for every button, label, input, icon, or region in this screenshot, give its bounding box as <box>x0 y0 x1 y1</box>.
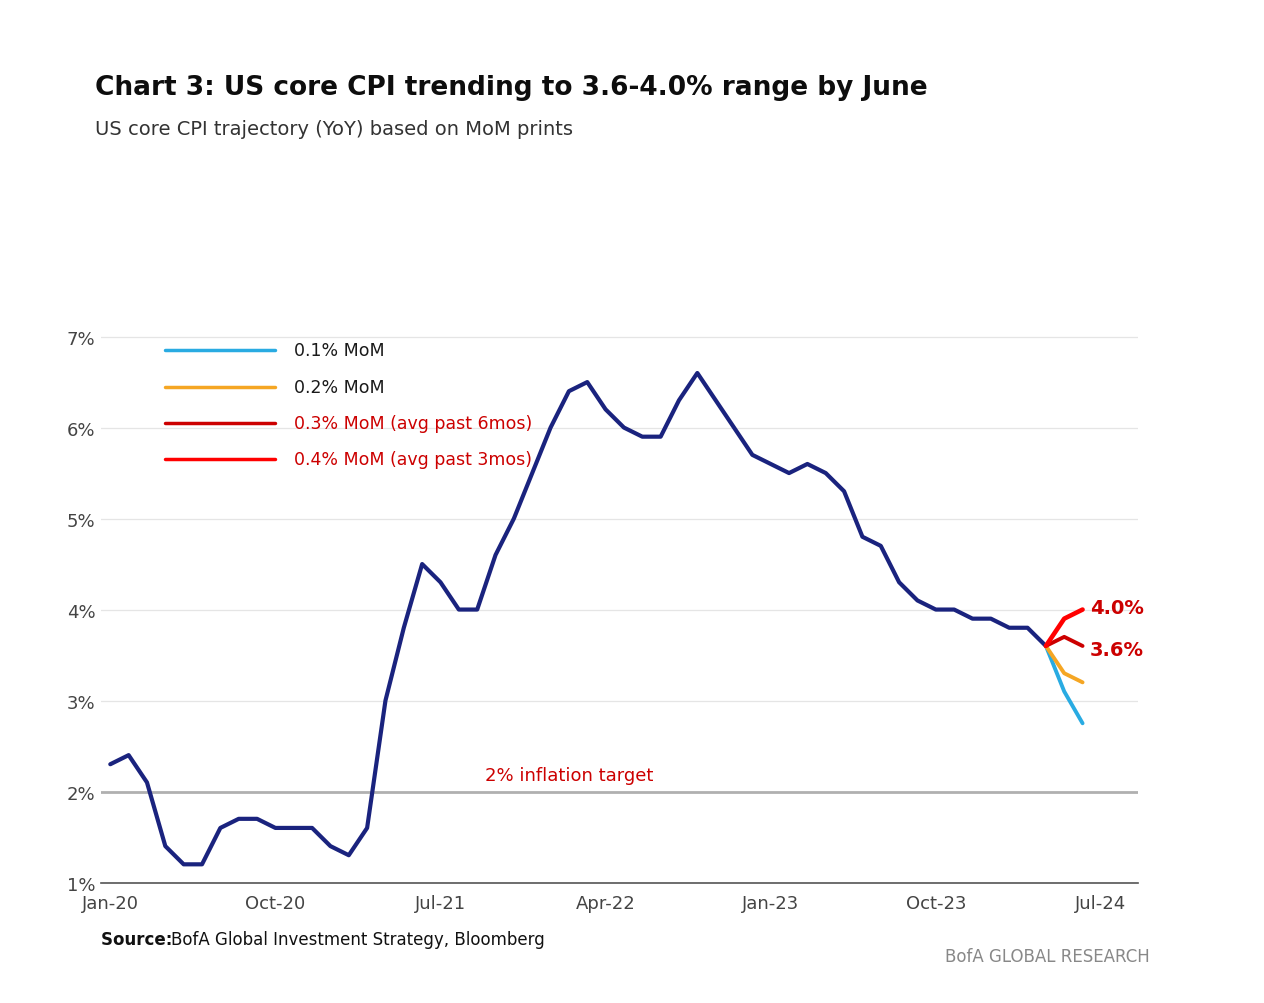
Text: US core CPI trajectory (YoY) based on MoM prints: US core CPI trajectory (YoY) based on Mo… <box>95 120 573 139</box>
Text: BofA Global Investment Strategy, Bloomberg: BofA Global Investment Strategy, Bloombe… <box>171 930 545 948</box>
Text: Chart 3: US core CPI trending to 3.6-4.0% range by June: Chart 3: US core CPI trending to 3.6-4.0… <box>95 75 928 101</box>
Text: 0.4% MoM (avg past 3mos): 0.4% MoM (avg past 3mos) <box>293 451 532 469</box>
Text: 0.3% MoM (avg past 6mos): 0.3% MoM (avg past 6mos) <box>293 414 532 432</box>
Text: Source:: Source: <box>101 930 178 948</box>
Text: 2% inflation target: 2% inflation target <box>484 766 653 784</box>
Text: 4.0%: 4.0% <box>1090 599 1144 618</box>
Text: 3.6%: 3.6% <box>1090 641 1144 659</box>
Text: 0.1% MoM: 0.1% MoM <box>293 342 384 360</box>
Text: BofA GLOBAL RESEARCH: BofA GLOBAL RESEARCH <box>945 947 1150 965</box>
Text: 0.2% MoM: 0.2% MoM <box>293 378 384 396</box>
